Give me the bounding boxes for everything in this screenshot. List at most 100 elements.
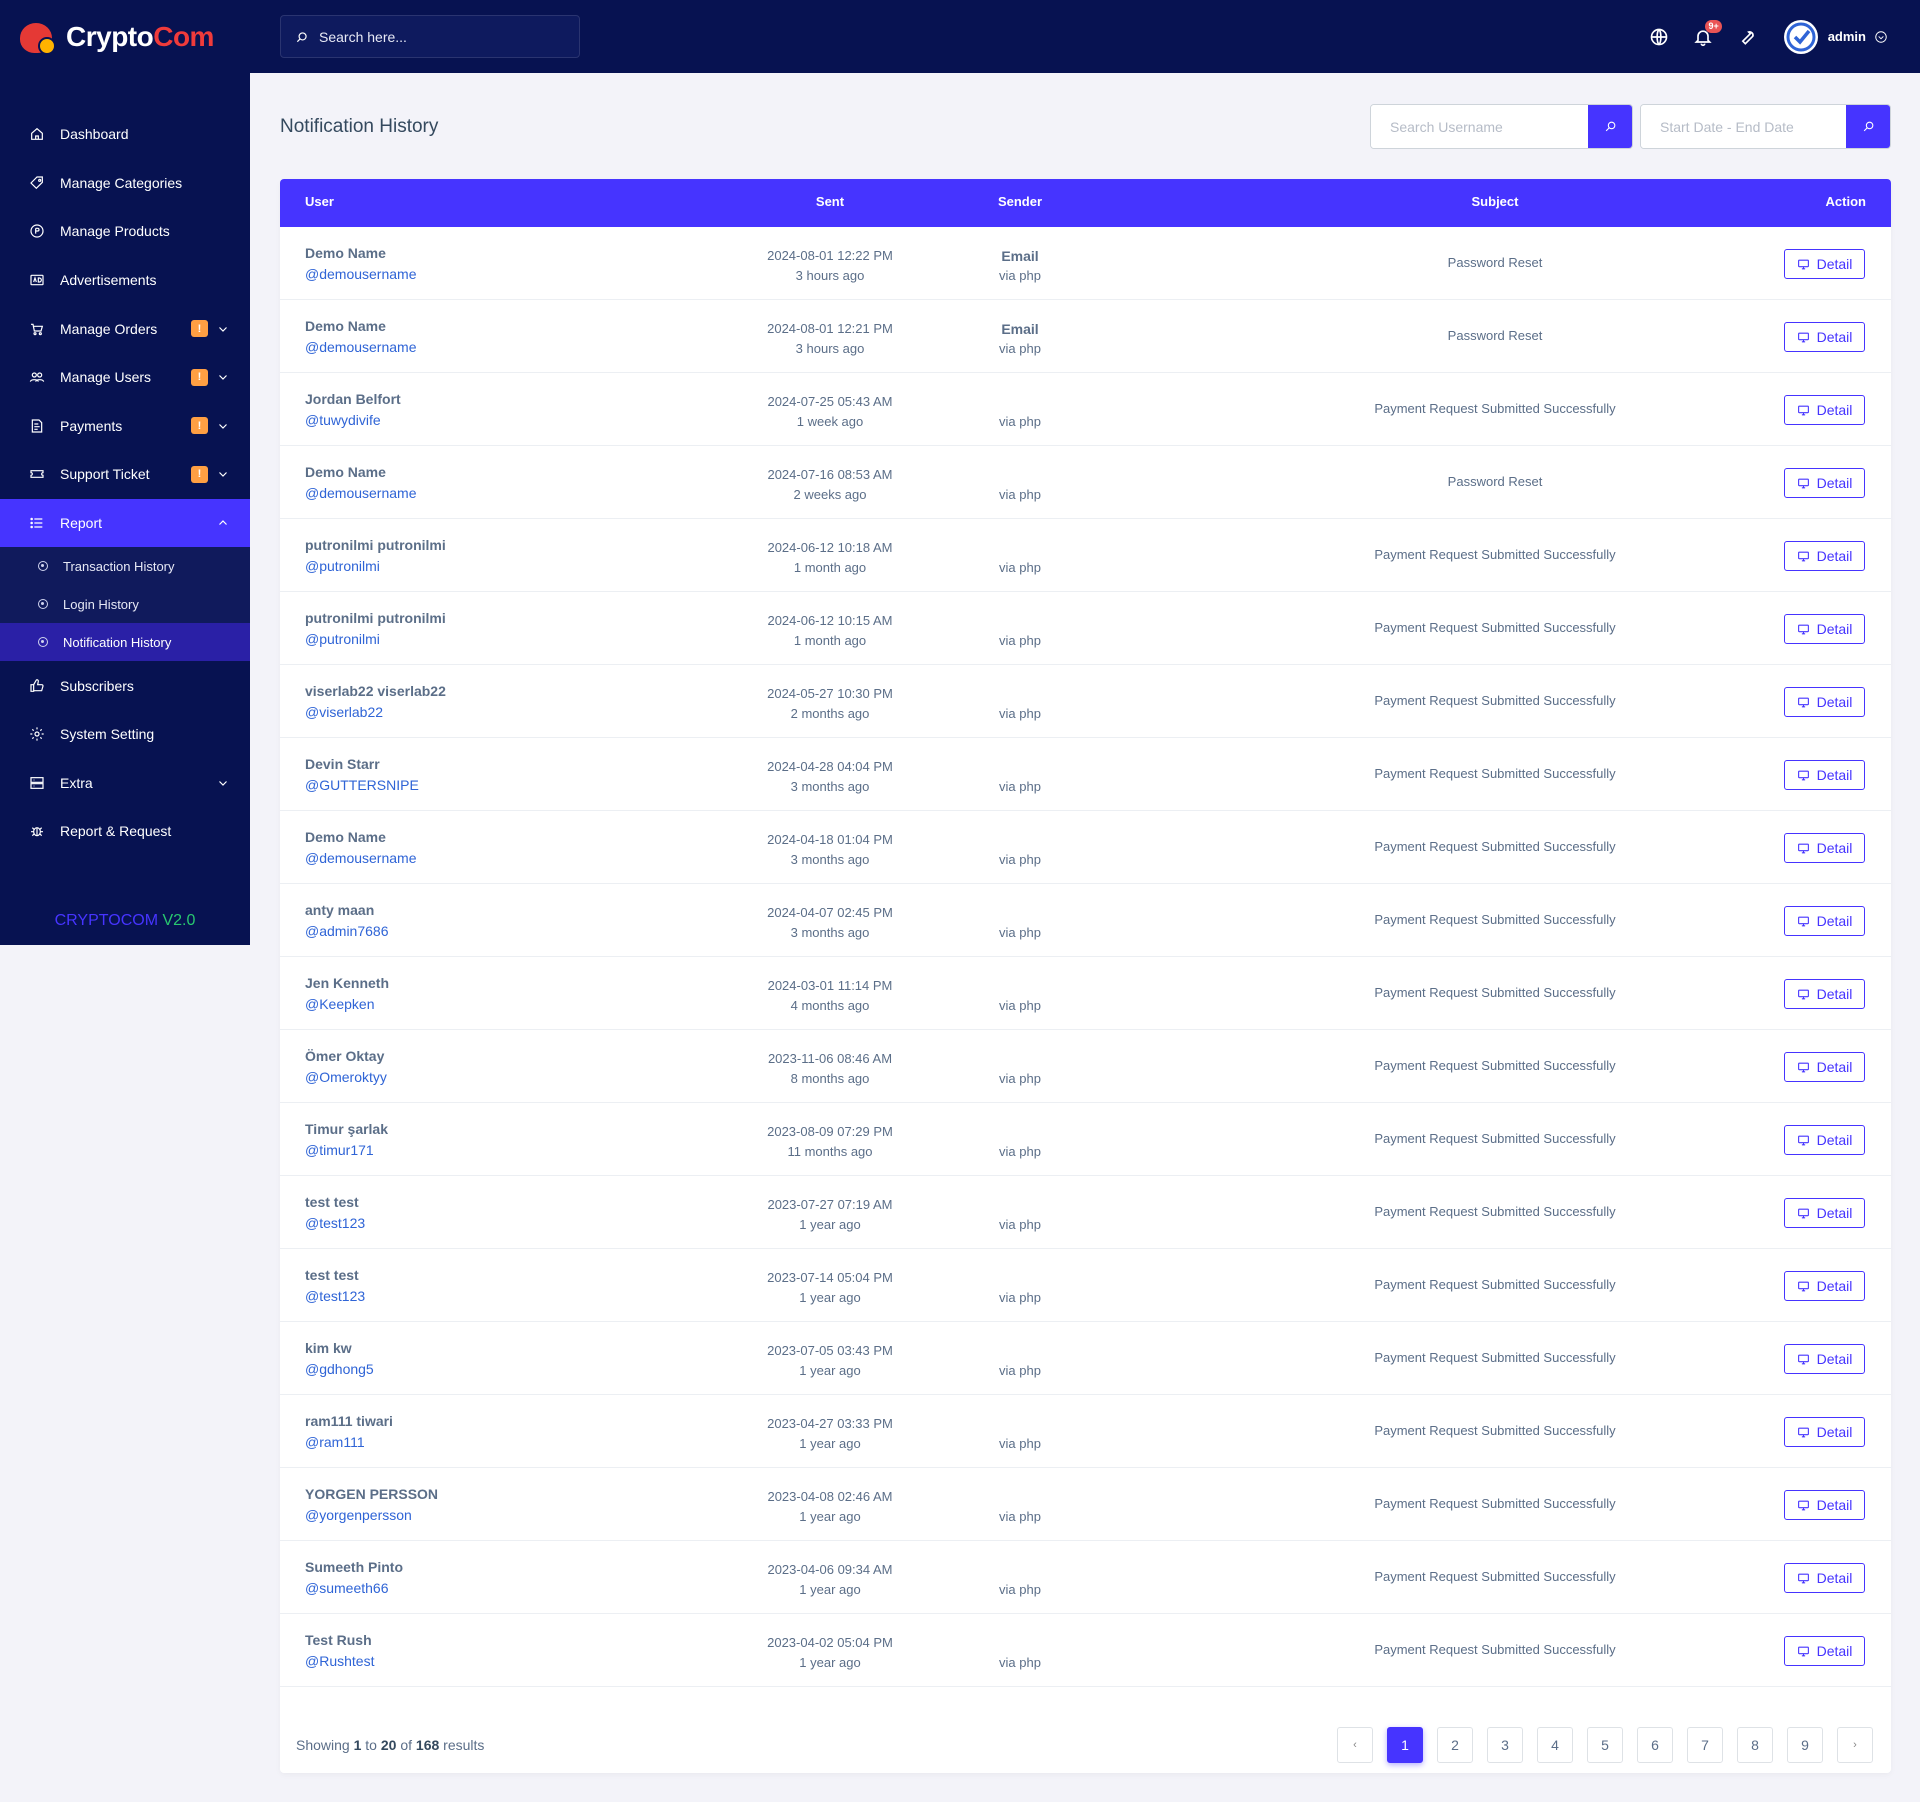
detail-button[interactable]: Detail (1784, 322, 1865, 352)
user-handle-link[interactable]: @Rushtest (305, 1653, 375, 1669)
avatar[interactable] (1783, 19, 1818, 54)
user-handle-link[interactable]: @putronilmi (305, 558, 380, 574)
date-search-button[interactable] (1846, 105, 1890, 148)
sidebar-item-manage-products[interactable]: Manage Products (0, 207, 250, 256)
pagination-page-8[interactable]: 8 (1737, 1727, 1773, 1763)
sidebar-item-report-and-request[interactable]: Report & Request (0, 807, 250, 856)
detail-button[interactable]: Detail (1784, 1490, 1865, 1520)
detail-button[interactable]: Detail (1784, 906, 1865, 936)
sidebar-item-subscribers[interactable]: Subscribers (0, 661, 250, 710)
user-handle-link[interactable]: @gdhong5 (305, 1361, 374, 1377)
sidebar-item-manage-categories[interactable]: Manage Categories (0, 159, 250, 208)
desktop-icon (1797, 916, 1809, 926)
pagination-next-button[interactable]: › (1837, 1727, 1873, 1763)
user-handle-link[interactable]: @GUTTERSNIPE (305, 777, 419, 793)
detail-button[interactable]: Detail (1784, 1344, 1865, 1374)
sidebar-subitem-login-history[interactable]: Login History (0, 585, 250, 623)
user-handle-link[interactable]: @demousername (305, 850, 417, 866)
user-name: putronilmi putronilmi (305, 537, 446, 553)
sent-ago: 11 months ago (787, 1144, 873, 1159)
sidebar-item-payments[interactable]: Payments! (0, 402, 250, 451)
user-handle-link[interactable]: @Keepken (305, 996, 375, 1012)
desktop-icon (1797, 624, 1809, 634)
user-handle-link[interactable]: @tuwydivife (305, 412, 381, 428)
table-row: Demo Name @demousername 2024-04-18 01:04 P… (280, 811, 1891, 884)
sidebar-item-extra[interactable]: Extra (0, 759, 250, 808)
subject: Payment Request Submitted Successfully (1374, 912, 1616, 927)
user-handle-link[interactable]: @yorgenpersson (305, 1507, 412, 1523)
user-handle-link[interactable]: @Omeroktyy (305, 1069, 387, 1085)
sidebar-item-support-ticket[interactable]: Support Ticket! (0, 450, 250, 499)
sent-cell: 2024-05-27 10:30 PM 2 months ago (700, 684, 960, 724)
sidebar-item-manage-users[interactable]: Manage Users! (0, 353, 250, 402)
user-handle-link[interactable]: @demousername (305, 485, 417, 501)
detail-button[interactable]: Detail (1784, 1636, 1865, 1666)
top-search[interactable] (280, 15, 580, 58)
user-handle-link[interactable]: @admin7686 (305, 923, 389, 939)
detail-button[interactable]: Detail (1784, 614, 1865, 644)
pagination: ‹ 1 2 3 4 5 6 7 8 9 › (1323, 1727, 1873, 1763)
pagination-page-1[interactable]: 1 (1387, 1727, 1423, 1763)
detail-button[interactable]: Detail (1784, 1198, 1865, 1228)
user-handle-link[interactable]: @ram111 (305, 1434, 365, 1450)
detail-button[interactable]: Detail (1784, 760, 1865, 790)
sent-ago: 4 months ago (790, 998, 870, 1013)
detail-button[interactable]: Detail (1784, 468, 1865, 498)
sent-cell: 2023-07-14 05:04 PM 1 year ago (700, 1268, 960, 1308)
detail-button[interactable]: Detail (1784, 979, 1865, 1009)
sidebar-subitem-transaction-history[interactable]: Transaction History (0, 547, 250, 585)
wrench-icon[interactable] (1736, 26, 1758, 48)
desktop-icon (1797, 1500, 1809, 1510)
sent-date: 2023-07-05 03:43 PM (767, 1343, 893, 1358)
username-search-button[interactable] (1588, 105, 1632, 148)
pagination-page-7[interactable]: 7 (1687, 1727, 1723, 1763)
list-icon (28, 514, 46, 532)
table-row: Timur şarlak @timur171 2023-08-09 07:29 PM… (280, 1103, 1891, 1176)
sidebar-subitem-notification-history[interactable]: Notification History (0, 623, 250, 662)
pagination-page-2[interactable]: 2 (1437, 1727, 1473, 1763)
detail-button[interactable]: Detail (1784, 833, 1865, 863)
sent-ago: 3 months ago (790, 852, 870, 867)
user-handle-link[interactable]: @demousername (305, 266, 417, 282)
detail-button[interactable]: Detail (1784, 1563, 1865, 1593)
detail-button[interactable]: Detail (1784, 395, 1865, 425)
pagination-page-5[interactable]: 5 (1587, 1727, 1623, 1763)
search-username-input[interactable] (1371, 105, 1589, 148)
brand[interactable]: CryptoCom (0, 0, 250, 74)
warning-badge: ! (191, 465, 208, 483)
user-handle-link[interactable]: @test123 (305, 1215, 366, 1231)
user-handle-link[interactable]: @demousername (305, 339, 417, 355)
pagination-page-6[interactable]: 6 (1637, 1727, 1673, 1763)
date-range-input[interactable] (1641, 105, 1847, 148)
detail-button[interactable]: Detail (1784, 249, 1865, 279)
bell-icon[interactable]: 9+ (1692, 19, 1722, 48)
sent-cell: 2024-06-12 10:15 AM 1 month ago (700, 611, 960, 651)
detail-button[interactable]: Detail (1784, 687, 1865, 717)
user-name: YORGEN PERSSON (305, 1486, 439, 1502)
detail-button[interactable]: Detail (1784, 541, 1865, 571)
detail-button[interactable]: Detail (1784, 1271, 1865, 1301)
chevron-down-circle-icon[interactable] (1874, 30, 1888, 44)
pagination-page-3[interactable]: 3 (1487, 1727, 1523, 1763)
sent-ago: 1 month ago (793, 633, 867, 648)
pagination-page-9[interactable]: 9 (1787, 1727, 1823, 1763)
user-handle-link[interactable]: @timur171 (305, 1142, 374, 1158)
detail-button[interactable]: Detail (1784, 1417, 1865, 1447)
detail-button[interactable]: Detail (1784, 1052, 1865, 1082)
sidebar-item-dashboard[interactable]: Dashboard (0, 110, 250, 159)
user-handle-link[interactable]: @viserlab22 (305, 704, 384, 720)
pagination-page-4[interactable]: 4 (1537, 1727, 1573, 1763)
pagination-prev-button[interactable]: ‹ (1337, 1727, 1373, 1763)
user-handle-link[interactable]: @sumeeth66 (305, 1580, 389, 1596)
sidebar-item-advertisements[interactable]: Advertisements (0, 256, 250, 305)
subject: Payment Request Submitted Successfully (1374, 1642, 1616, 1657)
sidebar-item-system-setting[interactable]: System Setting (0, 710, 250, 759)
user-handle-link[interactable]: @test123 (305, 1288, 366, 1304)
detail-button[interactable]: Detail (1784, 1125, 1865, 1155)
user-handle-link[interactable]: @putronilmi (305, 631, 380, 647)
admin-name[interactable]: admin (1827, 29, 1866, 44)
sidebar-item-manage-orders[interactable]: Manage Orders! (0, 304, 250, 353)
globe-icon[interactable] (1648, 26, 1670, 48)
sidebar-item-report[interactable]: Report (0, 498, 250, 548)
top-search-input[interactable] (319, 28, 559, 45)
